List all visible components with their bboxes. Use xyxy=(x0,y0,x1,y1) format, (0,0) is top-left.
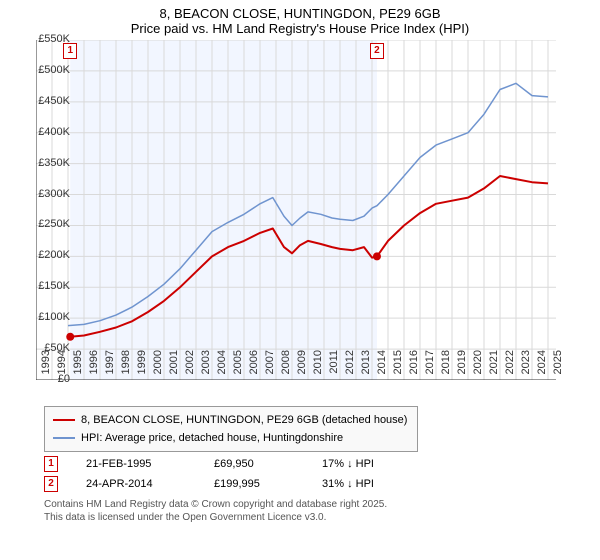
x-axis-label: 1996 xyxy=(88,350,100,390)
legend-label: 8, BEACON CLOSE, HUNTINGDON, PE29 6GB (d… xyxy=(81,414,407,426)
footnote-line: Contains HM Land Registry data © Crown c… xyxy=(44,498,600,511)
x-axis-label: 2000 xyxy=(152,350,164,390)
x-axis-label: 2018 xyxy=(440,350,452,390)
legend-label: HPI: Average price, detached house, Hunt… xyxy=(81,432,343,444)
x-axis-label: 1995 xyxy=(72,350,84,390)
y-axis-label: £250K xyxy=(20,218,70,230)
chart-container: 8, BEACON CLOSE, HUNTINGDON, PE29 6GB Pr… xyxy=(0,0,600,560)
x-axis-label: 2002 xyxy=(184,350,196,390)
sale-price: £69,950 xyxy=(214,458,304,470)
sale-marker: 1 xyxy=(63,43,77,59)
chart-title: 8, BEACON CLOSE, HUNTINGDON, PE29 6GB xyxy=(0,0,600,21)
y-axis-label: £300K xyxy=(20,188,70,200)
x-axis-label: 2021 xyxy=(488,350,500,390)
x-axis-label: 2011 xyxy=(328,350,340,390)
legend-row: HPI: Average price, detached house, Hunt… xyxy=(53,429,407,447)
sale-date: 21-FEB-1995 xyxy=(86,458,196,470)
x-axis-label: 2010 xyxy=(312,350,324,390)
x-axis-label: 2023 xyxy=(520,350,532,390)
y-axis-label: £350K xyxy=(20,157,70,169)
y-axis-label: £450K xyxy=(20,95,70,107)
plot-svg xyxy=(36,40,556,380)
x-axis-label: 2025 xyxy=(552,350,564,390)
x-axis-label: 2024 xyxy=(536,350,548,390)
footnote-line: This data is licensed under the Open Gov… xyxy=(44,511,600,524)
x-axis-label: 1993 xyxy=(40,350,52,390)
x-axis-label: 2022 xyxy=(504,350,516,390)
y-axis-label: £100K xyxy=(20,311,70,323)
y-axis-label: £150K xyxy=(20,280,70,292)
sale-row-marker: 2 xyxy=(44,476,58,492)
y-axis-label: £200K xyxy=(20,249,70,261)
footnote: Contains HM Land Registry data © Crown c… xyxy=(44,498,600,524)
x-axis-label: 2019 xyxy=(456,350,468,390)
legend: 8, BEACON CLOSE, HUNTINGDON, PE29 6GB (d… xyxy=(44,406,418,452)
sale-marker: 2 xyxy=(370,43,384,59)
chart-subtitle: Price paid vs. HM Land Registry's House … xyxy=(0,21,600,40)
x-axis-label: 2009 xyxy=(296,350,308,390)
x-axis-label: 2001 xyxy=(168,350,180,390)
x-axis-label: 2016 xyxy=(408,350,420,390)
x-axis-label: 1994 xyxy=(56,350,68,390)
sale-row: 2 24-APR-2014 £199,995 31% ↓ HPI xyxy=(44,476,600,492)
x-axis-label: 2004 xyxy=(216,350,228,390)
x-axis-label: 2003 xyxy=(200,350,212,390)
sale-date: 24-APR-2014 xyxy=(86,478,196,490)
legend-swatch xyxy=(53,419,75,421)
x-axis-label: 1999 xyxy=(136,350,148,390)
x-axis-label: 2005 xyxy=(232,350,244,390)
sale-hpi: 17% ↓ HPI xyxy=(322,458,422,470)
x-axis-label: 2020 xyxy=(472,350,484,390)
x-axis-label: 2012 xyxy=(344,350,356,390)
x-axis-label: 2007 xyxy=(264,350,276,390)
sale-row-marker: 1 xyxy=(44,456,58,472)
y-axis-label: £500K xyxy=(20,64,70,76)
x-axis-label: 2015 xyxy=(392,350,404,390)
x-axis-label: 2006 xyxy=(248,350,260,390)
x-axis-label: 1998 xyxy=(120,350,132,390)
x-axis-label: 2008 xyxy=(280,350,292,390)
legend-swatch xyxy=(53,437,75,439)
legend-row: 8, BEACON CLOSE, HUNTINGDON, PE29 6GB (d… xyxy=(53,411,407,429)
sale-hpi: 31% ↓ HPI xyxy=(322,478,422,490)
x-axis-label: 1997 xyxy=(104,350,116,390)
sale-row: 1 21-FEB-1995 £69,950 17% ↓ HPI xyxy=(44,456,600,472)
sale-price: £199,995 xyxy=(214,478,304,490)
y-axis-label: £400K xyxy=(20,126,70,138)
x-axis-label: 2014 xyxy=(376,350,388,390)
x-axis-label: 2013 xyxy=(360,350,372,390)
chart-area: £0£50K£100K£150K£200K£250K£300K£350K£400… xyxy=(36,40,596,400)
x-axis-label: 2017 xyxy=(424,350,436,390)
